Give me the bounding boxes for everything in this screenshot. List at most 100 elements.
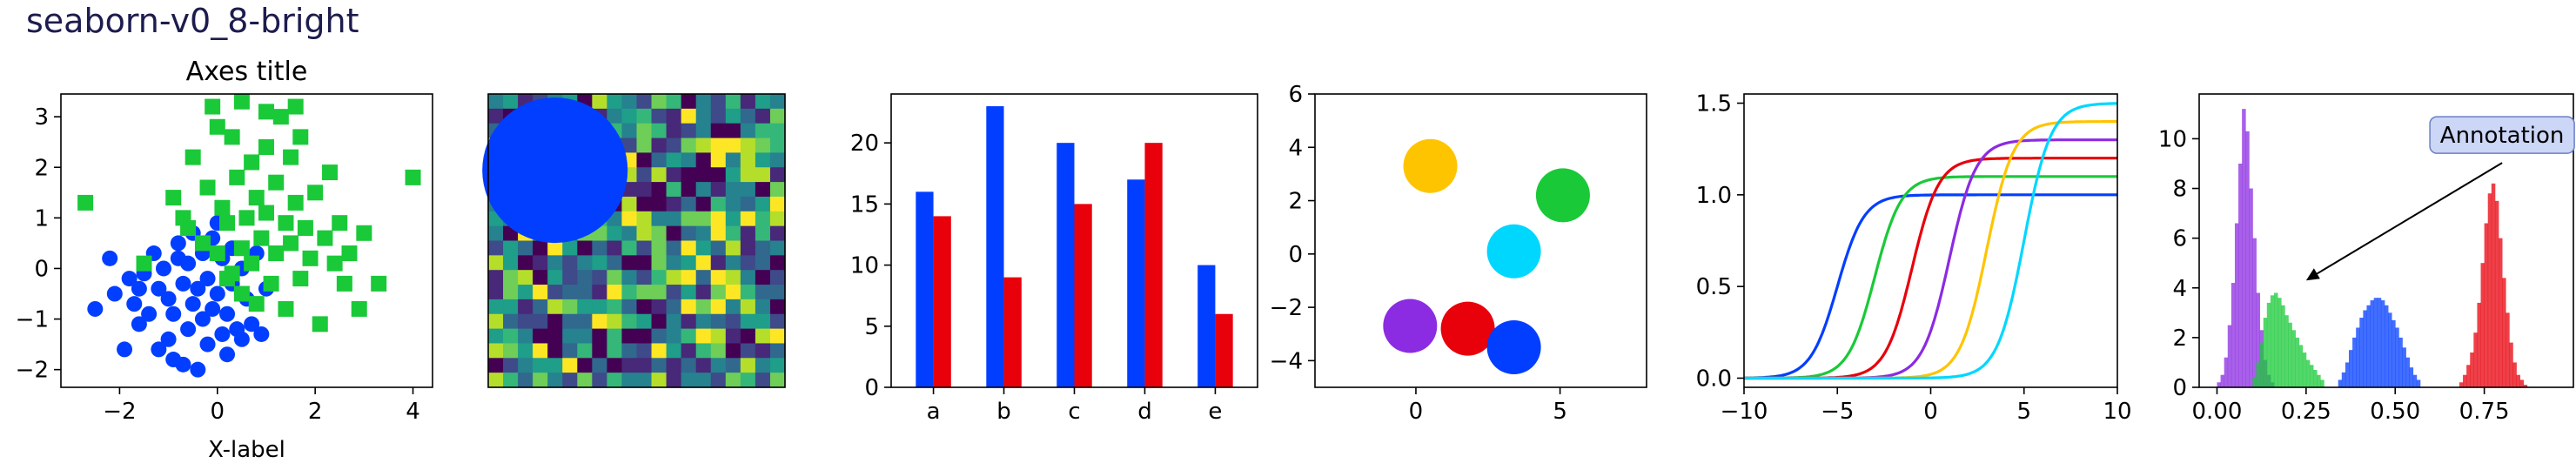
scatter-point xyxy=(131,316,147,332)
image-cell xyxy=(636,285,653,300)
image-cell xyxy=(666,313,682,330)
image-cell xyxy=(725,211,741,227)
image-cell xyxy=(769,94,786,110)
scatter-square xyxy=(136,255,152,272)
scatter-point xyxy=(106,285,123,302)
bars-ytick-label: 20 xyxy=(850,131,879,157)
image-cell xyxy=(488,240,504,256)
image-cell xyxy=(636,299,653,315)
image-cell xyxy=(562,358,578,373)
histogram-bar xyxy=(2224,357,2229,387)
image-cell xyxy=(725,328,741,345)
scatter-point xyxy=(199,336,216,352)
image-cell xyxy=(607,108,623,124)
histogram-bar xyxy=(2395,327,2399,387)
image-cell xyxy=(577,343,593,359)
histogram-bar xyxy=(2352,337,2357,387)
image-cell xyxy=(547,373,563,388)
image-cell xyxy=(562,343,578,359)
scatter-square xyxy=(205,98,221,115)
image-cell xyxy=(533,240,548,256)
scatter-point xyxy=(102,250,118,266)
image-cell xyxy=(666,270,682,285)
scatter-square xyxy=(278,215,294,232)
scatter-square xyxy=(287,98,304,115)
scatter-square xyxy=(356,225,372,241)
scatter-point xyxy=(141,306,158,322)
image-cell xyxy=(666,255,682,271)
figure-title: seaborn-v0_8-bright xyxy=(26,2,359,40)
image-cell xyxy=(651,108,667,124)
image-cell xyxy=(740,285,756,300)
image-cell xyxy=(740,270,756,285)
scatter-axes-frame xyxy=(60,93,433,388)
image-cell xyxy=(518,240,533,256)
image-cell xyxy=(695,108,712,124)
image-cell xyxy=(710,313,727,330)
image-cell xyxy=(592,373,607,388)
scatter-point xyxy=(160,331,177,347)
histogram-bar xyxy=(2366,305,2371,387)
scatter-xtick-label: 2 xyxy=(308,399,323,425)
image-cell xyxy=(518,270,533,285)
scatter-point xyxy=(121,271,138,287)
image-cell xyxy=(592,255,607,271)
image-cell xyxy=(681,299,697,315)
image-cell xyxy=(621,138,638,153)
image-cell xyxy=(518,358,533,373)
image-cell xyxy=(666,240,682,256)
image-cell xyxy=(518,285,533,300)
scatter-square xyxy=(317,230,333,246)
image-cell xyxy=(592,240,607,256)
image-cell xyxy=(681,211,697,227)
image-cell xyxy=(740,138,756,153)
scatter-square xyxy=(77,194,94,211)
histogram-bar xyxy=(2291,330,2296,387)
histogram-bar xyxy=(2242,109,2246,387)
histogram-bar xyxy=(2384,305,2389,387)
image-cell xyxy=(725,313,741,330)
image-cell xyxy=(695,313,712,330)
image-cell xyxy=(755,285,771,300)
histogram-bar xyxy=(2345,362,2350,387)
image-cell xyxy=(666,211,682,227)
histogram-bar xyxy=(2409,367,2414,387)
image-cell xyxy=(533,328,548,345)
image-cell xyxy=(533,285,548,300)
image-cell xyxy=(710,138,727,153)
image-cell xyxy=(607,343,623,359)
image-cell xyxy=(636,108,653,124)
image-cell xyxy=(725,138,741,153)
image-cell xyxy=(636,313,653,330)
scatter-square xyxy=(322,164,339,181)
image-cell xyxy=(740,313,756,330)
image-cell xyxy=(503,373,519,388)
image-cell xyxy=(621,240,638,256)
histogram-bar xyxy=(2388,312,2392,387)
image-cell xyxy=(651,138,667,153)
image-cell xyxy=(695,167,712,183)
image-cell xyxy=(488,94,504,110)
image-cell xyxy=(695,240,712,256)
image-cell xyxy=(562,270,578,285)
histogram-bar xyxy=(2256,292,2261,387)
histogram-bar xyxy=(2480,263,2485,387)
image-cell xyxy=(740,94,756,110)
image-cell xyxy=(577,299,593,315)
scatter-square xyxy=(238,210,255,226)
circles-ytick-label: 0 xyxy=(1288,242,1303,268)
sigmoid-line xyxy=(1744,175,2117,380)
image-cell xyxy=(769,328,786,345)
image-cell xyxy=(725,182,741,198)
image-cell xyxy=(547,299,563,315)
image-cell xyxy=(636,328,653,345)
image-cell xyxy=(503,313,519,330)
image-cell xyxy=(769,270,786,285)
image-cell xyxy=(681,138,697,153)
image-cell xyxy=(488,270,504,285)
image-cell xyxy=(488,108,504,124)
image-cell xyxy=(755,94,771,110)
scatter-square xyxy=(214,199,231,216)
image-cell xyxy=(695,328,712,345)
histogram-bar xyxy=(2373,298,2378,387)
